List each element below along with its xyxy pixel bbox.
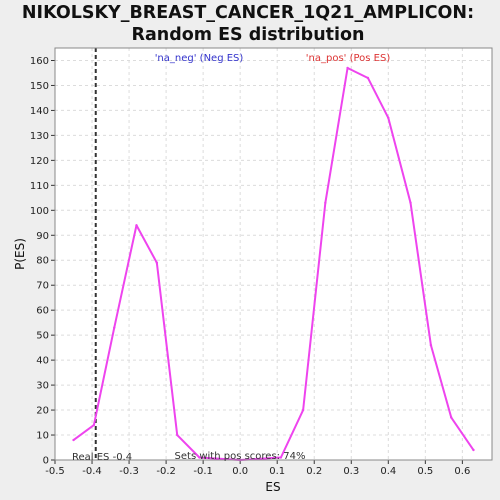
series-point	[302, 409, 304, 411]
y-tick-label: 10	[36, 431, 49, 442]
y-tick-label: 90	[36, 231, 49, 242]
y-tick-label: 0	[43, 456, 49, 467]
pos-es-label: 'na_pos' (Pos ES)	[306, 53, 391, 64]
y-tick-label: 120	[30, 156, 49, 167]
x-tick-label: -0.3	[119, 466, 139, 477]
chart-title: NIKOLSKY_BREAST_CANCER_1Q21_AMPLICON:	[22, 3, 474, 23]
series-point	[409, 202, 411, 204]
y-tick-label: 160	[30, 56, 49, 67]
x-tick-label: -0.4	[82, 466, 102, 477]
series-point	[176, 434, 178, 436]
x-tick-label: -0.2	[156, 466, 176, 477]
pos-scores-annotation: Sets with pos scores: 74%	[175, 451, 306, 462]
x-tick-label: -0.5	[45, 466, 65, 477]
y-tick-label: 30	[36, 381, 49, 392]
y-tick-label: 40	[36, 356, 49, 367]
series-point	[156, 262, 158, 264]
x-axis-label: ES	[265, 480, 280, 494]
series-point	[472, 449, 474, 451]
series-point	[93, 424, 95, 426]
series-point	[430, 344, 432, 346]
x-tick-label: 0.2	[306, 466, 322, 477]
x-tick-label: 0.0	[232, 466, 248, 477]
y-tick-label: 140	[30, 106, 49, 117]
series-point	[135, 224, 137, 226]
y-tick-label: 130	[30, 131, 49, 142]
x-tick-label: -0.1	[193, 466, 213, 477]
y-tick-label: 70	[36, 281, 49, 292]
y-axis-ticks: 0 10 20 30 40 50 60 70 80 90 100 110 120 130 140 150 160	[30, 56, 55, 467]
x-tick-label: 0.6	[454, 466, 470, 477]
plot-area	[55, 48, 492, 460]
y-tick-label: 80	[36, 256, 49, 267]
x-tick-label: 0.3	[343, 466, 359, 477]
y-tick-label: 50	[36, 331, 49, 342]
y-tick-label: 150	[30, 81, 49, 92]
real-es-label: Real ES -0.4	[72, 452, 132, 463]
y-tick-label: 100	[30, 206, 49, 217]
y-tick-label: 20	[36, 406, 49, 417]
y-tick-label: 110	[30, 181, 49, 192]
series-point	[72, 439, 74, 441]
series-point	[346, 67, 348, 69]
neg-es-label: 'na_neg' (Neg ES)	[155, 53, 244, 64]
x-tick-label: 0.4	[380, 466, 396, 477]
y-tick-label: 60	[36, 306, 49, 317]
series-point	[113, 326, 115, 328]
y-axis-label: P(ES)	[13, 238, 27, 270]
x-tick-label: 0.1	[269, 466, 285, 477]
series-point	[387, 117, 389, 119]
series-point	[450, 416, 452, 418]
series-point	[367, 77, 369, 79]
chart-subtitle: Random ES distribution	[131, 25, 364, 45]
series-point	[324, 202, 326, 204]
x-tick-label: 0.5	[417, 466, 433, 477]
